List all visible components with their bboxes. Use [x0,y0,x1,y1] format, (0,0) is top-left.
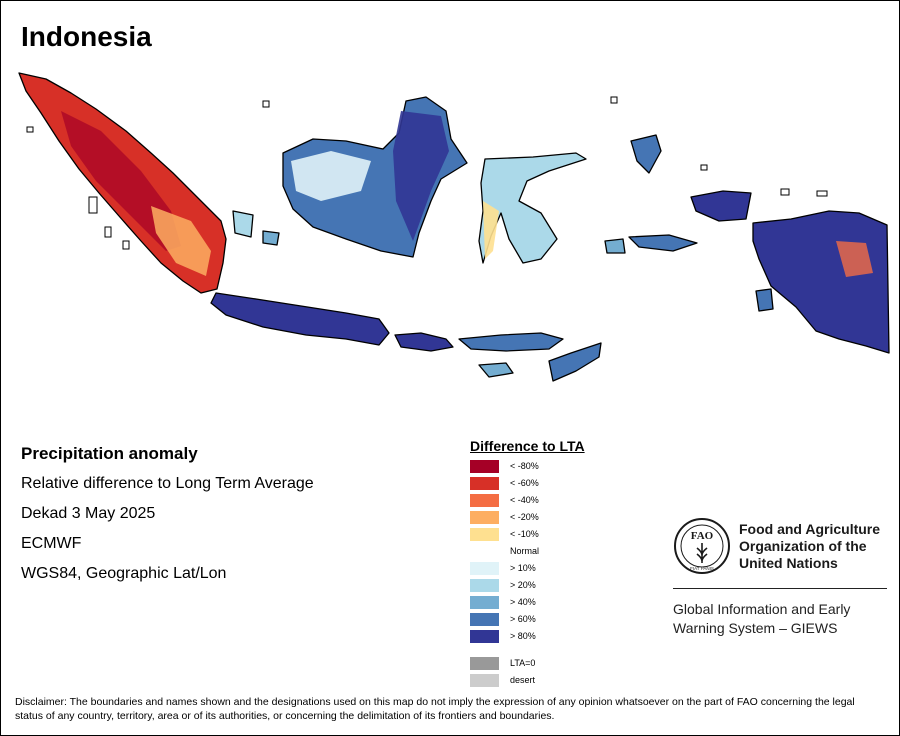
islet [610,96,618,104]
islet [104,226,112,238]
legend-item: < -40% [470,492,585,509]
fao-logo-letters: FAO [691,530,714,542]
island-papua [752,210,890,354]
island-sumbawa-flores [458,332,564,352]
legend-item: > 60% [470,611,585,628]
fao-name: Food and Agriculture Organization of the… [739,521,881,571]
sumatra-south-dry [151,206,211,276]
legend-swatch [470,579,499,592]
legend-label: > 20% [510,580,536,590]
sulawesi-dry [483,201,499,259]
legend-item: LTA=0 [470,655,585,672]
borneo-wet-east [393,111,449,241]
island-halmahera [630,134,662,174]
islet [26,126,34,133]
fao-logo-motto: FIAT PANIS [690,566,714,571]
legend-label: < -10% [510,529,539,539]
legend-item: < -60% [470,475,585,492]
legend-swatch [470,545,499,558]
legend-label: > 80% [510,631,536,641]
info-variable: Precipitation anomaly [21,444,198,463]
island-bali-lombok [394,332,454,352]
legend-item: > 10% [470,560,585,577]
borneo-west-mixed [291,151,371,201]
legend-item: desert [470,672,585,689]
info-period: Dekad 3 May 2025 [21,505,156,522]
giews-name: Global Information and Early Warning Sys… [673,601,851,636]
islet [88,196,98,214]
info-source: ECMWF [21,535,82,552]
island-seram [628,234,698,252]
precipitation-map [18,72,890,382]
islet [262,100,270,108]
island-java [210,292,390,346]
island-buru [604,238,626,254]
island-sumba [478,362,514,378]
islet [816,190,828,197]
islet [700,164,708,171]
islet [780,188,790,196]
legend-swatch [470,630,499,643]
legend-label: Normal [510,546,540,556]
sumatra-dry-core [61,111,181,251]
island-bangka [232,210,254,238]
legend-swatch [470,596,499,609]
legend-swatch [470,657,499,670]
map-title: Indonesia [21,21,152,52]
info-description: Relative difference to Long Term Average [21,475,314,492]
island-belitung [262,230,280,246]
island-bird-head [690,190,752,222]
islet [122,240,130,250]
legend-swatch [470,674,499,687]
legend-item: Normal [470,543,585,560]
legend-swatch [470,613,499,626]
legend-label: desert [510,675,536,685]
island-aru [755,288,774,312]
legend-label: > 10% [510,563,536,573]
island-sulawesi [478,152,587,264]
legend-swatch [470,528,499,541]
info-projection: WGS84, Geographic Lat/Lon [21,565,227,582]
fao-divider [673,588,887,589]
legend-label: LTA=0 [510,658,536,668]
legend-item: > 80% [470,628,585,645]
disclaimer: Disclaimer: The boundaries and names sho… [15,696,855,722]
legend-item: < -10% [470,526,585,543]
legend-label: < -80% [510,461,539,471]
legend-item: > 40% [470,594,585,611]
legend-item: < -20% [470,509,585,526]
legend-label: < -20% [510,512,539,522]
legend-label: > 40% [510,597,536,607]
legend-item: < -80% [470,458,585,475]
map-info: Precipitation anomaly Relative differenc… [21,443,314,593]
island-timor [548,342,602,382]
legend-item: > 20% [470,577,585,594]
papua-dry-spot [836,241,873,277]
legend-swatch [470,460,499,473]
legend-label: < -40% [510,495,539,505]
legend-swatch [470,511,499,524]
legend-title: Difference to LTA [470,438,585,454]
legend-swatch [470,494,499,507]
legend-label: > 60% [510,614,536,624]
legend-swatch [470,562,499,575]
fao-logo-icon: FAO FIAT PANIS [674,518,730,574]
legend: Difference to LTA < -80% < -60% < -40% <… [470,438,585,689]
legend-swatch [470,477,499,490]
legend-label: < -60% [510,478,539,488]
